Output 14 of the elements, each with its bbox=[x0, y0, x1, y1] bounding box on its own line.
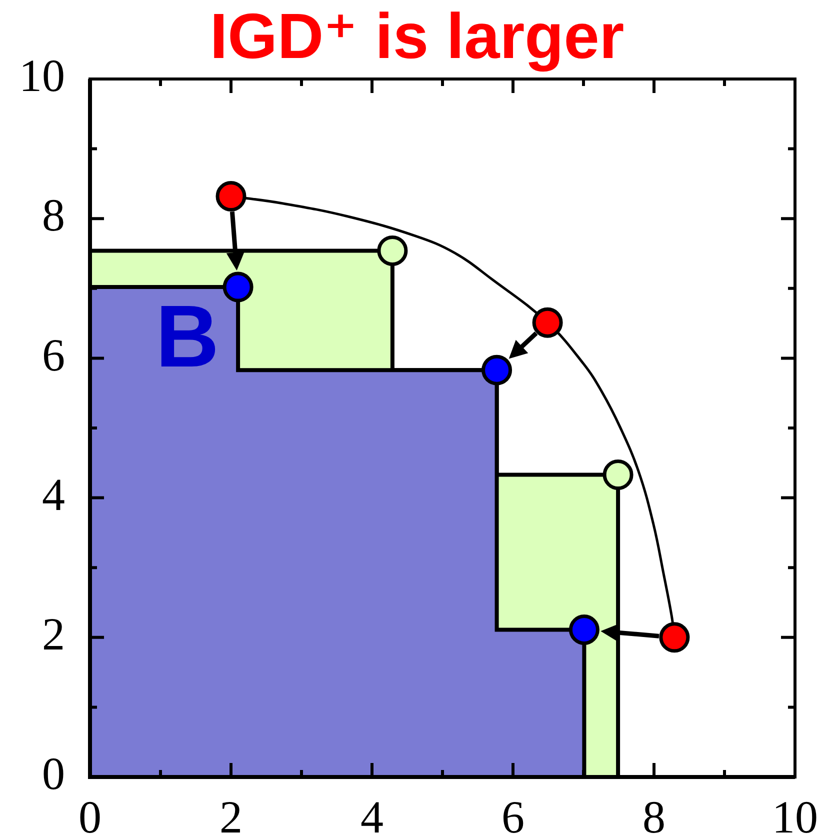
y-tick-label: 0 bbox=[42, 748, 65, 800]
x-tick-label: 2 bbox=[220, 792, 242, 838]
annotation: B bbox=[156, 286, 220, 386]
x-tick-label: 8 bbox=[642, 792, 666, 838]
x-tick-label: 6 bbox=[502, 792, 524, 838]
chart-title: IGD⁺ is larger bbox=[210, 0, 624, 72]
y-tick-label: 10 bbox=[19, 50, 65, 102]
y-tick-label: 4 bbox=[42, 468, 65, 520]
y-tick-label: 6 bbox=[42, 329, 65, 380]
x-tick-label: 10 bbox=[772, 792, 818, 838]
x-tick-label: 0 bbox=[78, 792, 102, 838]
x-tick-label: 4 bbox=[360, 792, 384, 838]
y-tick-label: 2 bbox=[42, 608, 65, 660]
y-tick-label: 8 bbox=[42, 190, 65, 241]
